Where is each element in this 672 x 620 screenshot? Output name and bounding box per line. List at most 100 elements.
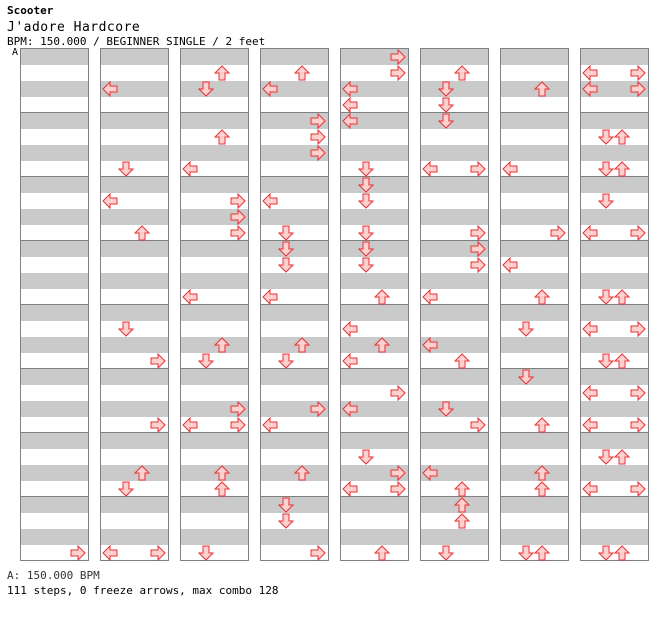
arrow-left-icon	[582, 81, 598, 97]
arrow-right-icon	[470, 257, 486, 273]
chart-column-4	[260, 48, 329, 561]
arrow-up-icon	[294, 465, 310, 481]
arrow-right-icon	[150, 417, 166, 433]
arrow-up-icon	[534, 465, 550, 481]
chart-info: BPM: 150.000 / BEGINNER SINGLE / 2 feet	[7, 35, 266, 48]
chart-column-8	[580, 48, 649, 561]
arrow-left-icon	[182, 417, 198, 433]
measure-line	[421, 112, 488, 113]
arrow-right-icon	[630, 385, 646, 401]
arrow-down-icon	[358, 257, 374, 273]
arrow-up-icon	[614, 289, 630, 305]
measure-line	[581, 432, 648, 433]
arrow-left-icon	[102, 193, 118, 209]
arrow-up-icon	[214, 481, 230, 497]
measure-line	[181, 112, 248, 113]
arrow-right-icon	[310, 113, 326, 129]
measure-line	[581, 112, 648, 113]
measure-line	[341, 496, 408, 497]
arrow-down-icon	[598, 193, 614, 209]
arrow-right-icon	[310, 545, 326, 561]
arrow-up-icon	[614, 545, 630, 561]
measure-line	[501, 176, 568, 177]
arrow-up-icon	[134, 465, 150, 481]
arrow-right-icon	[470, 417, 486, 433]
arrow-up-icon	[374, 289, 390, 305]
arrow-up-icon	[454, 513, 470, 529]
arrow-left-icon	[102, 545, 118, 561]
measure-line	[181, 176, 248, 177]
arrow-down-icon	[518, 369, 534, 385]
chart-stats: 111 steps, 0 freeze arrows, max combo 12…	[7, 584, 279, 597]
measure-line	[101, 304, 168, 305]
arrow-down-icon	[278, 513, 294, 529]
measure-line	[261, 368, 328, 369]
arrow-up-icon	[454, 497, 470, 513]
measure-line	[421, 240, 488, 241]
arrow-down-icon	[198, 81, 214, 97]
arrow-right-icon	[630, 417, 646, 433]
arrow-down-icon	[598, 449, 614, 465]
measure-line	[261, 176, 328, 177]
arrow-left-icon	[262, 81, 278, 97]
measure-line	[501, 240, 568, 241]
arrow-up-icon	[534, 289, 550, 305]
arrow-down-icon	[518, 545, 534, 561]
measure-line	[261, 112, 328, 113]
arrow-right-icon	[150, 353, 166, 369]
measure-line	[181, 432, 248, 433]
measure-line	[21, 496, 88, 497]
arrow-right-icon	[230, 225, 246, 241]
arrow-left-icon	[342, 321, 358, 337]
arrow-left-icon	[262, 193, 278, 209]
arrow-right-icon	[630, 81, 646, 97]
measure-line	[341, 432, 408, 433]
arrow-left-icon	[582, 65, 598, 81]
measure-line	[181, 368, 248, 369]
arrow-down-icon	[118, 321, 134, 337]
arrow-right-icon	[230, 193, 246, 209]
arrow-up-icon	[614, 353, 630, 369]
measure-line	[341, 368, 408, 369]
arrow-up-icon	[214, 337, 230, 353]
measure-line	[341, 176, 408, 177]
arrow-down-icon	[598, 161, 614, 177]
arrow-down-icon	[278, 225, 294, 241]
arrow-up-icon	[534, 481, 550, 497]
arrow-left-icon	[582, 225, 598, 241]
measure-line	[581, 176, 648, 177]
arrow-right-icon	[390, 49, 406, 65]
measure-line	[21, 176, 88, 177]
arrow-up-icon	[374, 337, 390, 353]
chart-column-5	[340, 48, 409, 561]
arrow-right-icon	[390, 65, 406, 81]
arrow-up-icon	[614, 449, 630, 465]
measure-line	[421, 304, 488, 305]
measure-line	[261, 240, 328, 241]
measure-line	[101, 368, 168, 369]
arrow-right-icon	[470, 161, 486, 177]
arrow-down-icon	[598, 289, 614, 305]
arrow-down-icon	[198, 353, 214, 369]
measure-line	[501, 368, 568, 369]
arrow-down-icon	[438, 545, 454, 561]
arrow-right-icon	[630, 65, 646, 81]
arrow-down-icon	[358, 193, 374, 209]
arrow-right-icon	[230, 209, 246, 225]
measure-line	[261, 496, 328, 497]
arrow-left-icon	[342, 353, 358, 369]
arrow-left-icon	[422, 465, 438, 481]
chart-column-1	[20, 48, 89, 561]
arrow-up-icon	[534, 545, 550, 561]
arrow-up-icon	[614, 129, 630, 145]
chart-column-2	[100, 48, 169, 561]
measure-line	[21, 112, 88, 113]
measure-line	[581, 496, 648, 497]
arrow-up-icon	[134, 225, 150, 241]
arrow-down-icon	[198, 545, 214, 561]
measure-line	[581, 304, 648, 305]
arrow-down-icon	[598, 129, 614, 145]
arrow-down-icon	[278, 241, 294, 257]
song-artist: Scooter	[7, 4, 54, 17]
arrow-left-icon	[182, 161, 198, 177]
